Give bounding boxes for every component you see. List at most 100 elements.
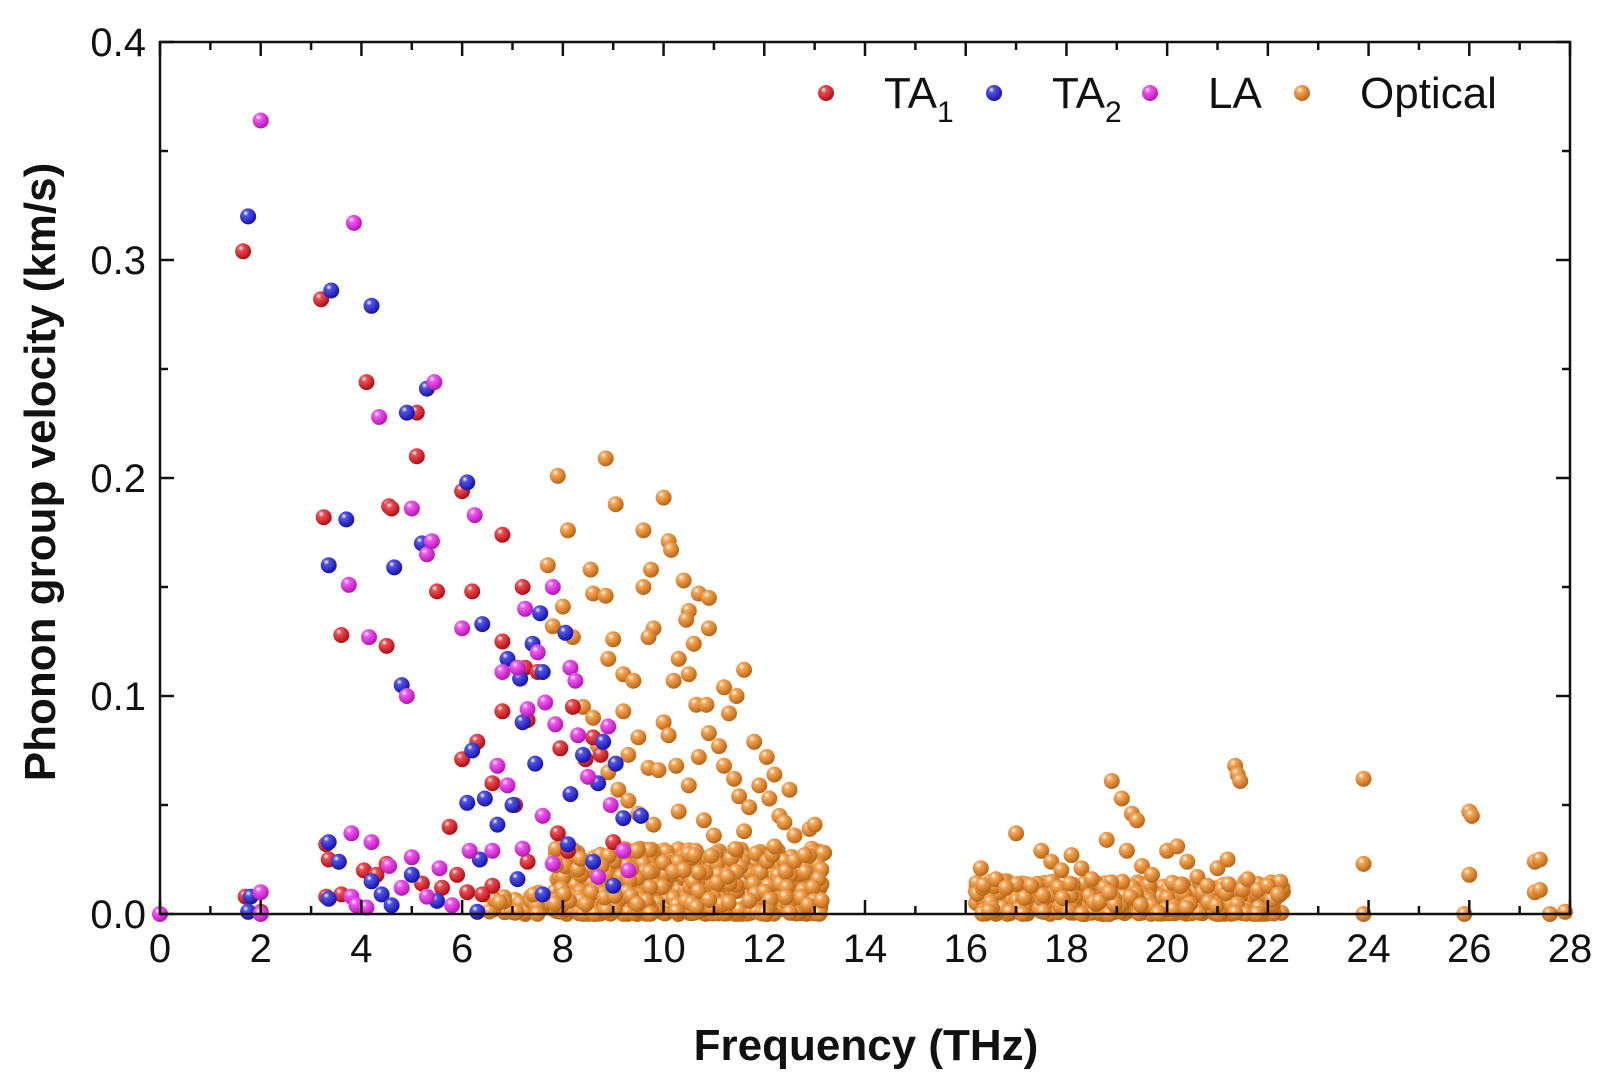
point-optical: [680, 777, 697, 794]
point-optical-cluster: [686, 847, 703, 864]
point-optical-cluster: [583, 884, 600, 901]
point-ta2: [464, 742, 481, 759]
x-tick-label: 16: [943, 927, 988, 971]
point-la: [509, 659, 526, 676]
point-optical-cluster: [491, 894, 508, 911]
x-tick-label: 18: [1044, 927, 1089, 971]
point-ta2: [330, 853, 347, 870]
point-optical: [549, 467, 566, 484]
legend-subscript: 2: [1105, 96, 1122, 129]
point-ta1: [552, 740, 569, 757]
point-optical-cluster: [654, 878, 671, 895]
point-ta2: [459, 794, 476, 811]
point-optical-cluster: [547, 840, 564, 857]
point-ta2: [373, 886, 390, 903]
point-optical-cluster: [720, 894, 737, 911]
point-optical: [998, 879, 1014, 896]
point-la: [363, 834, 380, 851]
point-optical: [625, 672, 642, 689]
point-optical: [610, 781, 627, 798]
point-optical-cluster: [642, 879, 658, 896]
point-optical: [655, 714, 672, 731]
point-optical: [716, 679, 732, 696]
point-optical: [698, 696, 715, 713]
point-optical: [670, 803, 687, 820]
point-optical: [670, 650, 687, 667]
point-optical-cluster: [690, 883, 707, 900]
point-optical: [721, 705, 737, 722]
point-ta2: [240, 903, 257, 920]
point-la: [562, 659, 579, 676]
point-optical-cluster: [1101, 884, 1118, 901]
x-tick-label: 24: [1346, 927, 1391, 971]
point-optical: [600, 650, 617, 667]
point-la: [466, 507, 483, 524]
legend-marker: [818, 85, 834, 101]
point-ta2: [474, 616, 491, 633]
point-la: [484, 842, 501, 859]
point-optical: [675, 572, 692, 589]
point-optical: [1128, 812, 1145, 829]
legend-label: TA1: [884, 69, 954, 129]
point-ta2: [534, 664, 551, 680]
y-tick-label: 0.4: [90, 21, 146, 65]
point-optical: [806, 816, 823, 833]
point-la: [426, 374, 443, 391]
point-ta2: [403, 866, 420, 883]
point-optical: [716, 757, 732, 774]
point-optical: [1083, 871, 1100, 888]
legend-subscript: 1: [937, 96, 954, 129]
point-ta2: [514, 714, 531, 731]
point-optical-cluster: [1061, 875, 1078, 892]
point-optical: [544, 618, 561, 635]
point-optical: [1113, 790, 1130, 807]
point-optical: [1355, 855, 1372, 872]
point-optical: [685, 635, 702, 652]
point-ta1: [514, 579, 531, 595]
y-tick-label: 0.0: [90, 893, 146, 937]
point-ta1: [378, 637, 395, 654]
point-optical-cluster: [481, 903, 498, 920]
point-ta2: [575, 746, 591, 763]
point-optical: [776, 814, 793, 831]
point-ta1: [383, 500, 400, 517]
legend-label: TA2: [1052, 69, 1122, 129]
point-ta2: [459, 474, 476, 491]
point-optical: [678, 611, 695, 628]
x-tick-label: 28: [1548, 927, 1593, 971]
point-la: [567, 672, 584, 689]
point-la: [398, 688, 415, 704]
point-la: [418, 546, 435, 563]
point-optical: [585, 709, 602, 726]
point-optical-cluster: [1178, 899, 1195, 916]
point-optical: [539, 557, 556, 574]
point-optical: [751, 777, 768, 794]
point-la: [423, 533, 440, 550]
point-optical-cluster: [688, 899, 705, 916]
point-optical: [972, 860, 989, 877]
series-ta1: [235, 243, 622, 920]
x-tick-label: 20: [1145, 927, 1190, 971]
point-la: [343, 825, 360, 842]
y-tick-label: 0.1: [90, 675, 146, 719]
point-la: [371, 409, 388, 425]
point-ta1: [494, 703, 511, 720]
point-optical: [796, 847, 813, 864]
point-optical-cluster: [777, 889, 794, 906]
point-ta2: [320, 890, 337, 907]
point-la: [393, 879, 410, 896]
point-ta1: [592, 746, 609, 763]
point-optical: [620, 792, 637, 809]
point-optical: [668, 757, 685, 774]
point-optical: [1063, 847, 1080, 864]
point-la: [602, 797, 619, 813]
point-optical: [1008, 825, 1025, 842]
point-optical: [736, 661, 753, 678]
point-ta2: [320, 557, 337, 574]
point-optical: [1144, 866, 1160, 883]
point-la: [537, 694, 554, 711]
point-optical: [695, 812, 712, 829]
point-optical: [761, 790, 778, 807]
point-ta2: [489, 816, 506, 833]
